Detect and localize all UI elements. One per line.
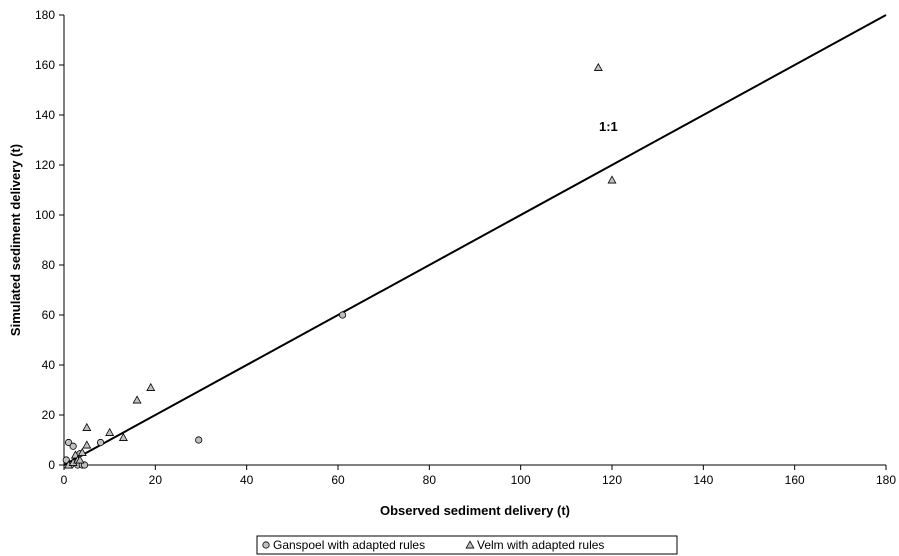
- y-tick-label: 80: [42, 258, 56, 272]
- x-tick-label: 160: [785, 473, 805, 487]
- y-tick-label: 140: [35, 108, 55, 122]
- data-point-triangle: [82, 440, 92, 449]
- data-marks: [62, 14, 887, 469]
- y-tick-label: 20: [42, 408, 56, 422]
- x-tick-label: 140: [693, 473, 713, 487]
- data-point-circle: [64, 438, 73, 447]
- legend-label: Ganspoel with adapted rules: [273, 538, 425, 552]
- x-tick-label: 180: [876, 473, 896, 487]
- x-tick-label: 60: [331, 473, 345, 487]
- data-point-triangle: [146, 382, 156, 391]
- data-point-circle: [62, 456, 70, 464]
- x-tick-label: 40: [240, 473, 254, 487]
- y-tick-label: 180: [35, 8, 55, 22]
- data-point-triangle: [77, 447, 87, 456]
- data-point-circle: [195, 436, 203, 444]
- x-tick-label: 20: [149, 473, 163, 487]
- legend-label: Velm with adapted rules: [477, 538, 604, 552]
- x-tick-label: 80: [423, 473, 437, 487]
- data-point-circle: [338, 311, 347, 319]
- y-tick-label: 0: [48, 458, 55, 472]
- x-axis-title: Observed sediment delivery (t): [380, 503, 570, 518]
- x-tick-label: 100: [511, 473, 531, 487]
- data-point-triangle: [75, 455, 85, 464]
- x-tick-label: 0: [61, 473, 68, 487]
- data-point-triangle: [82, 422, 92, 431]
- data-point-triangle: [607, 175, 617, 184]
- one-to-one-line: [63, 14, 887, 466]
- series-circle: [62, 311, 347, 469]
- y-tick-label: 100: [35, 208, 55, 222]
- x-tick-label: 120: [602, 473, 622, 487]
- data-point-triangle: [593, 62, 603, 71]
- axes: 0 20 40 60 80 100 120 140 160 180 0 20 40 60 80 100 120 1…: [35, 8, 896, 487]
- y-tick-label: 120: [35, 158, 55, 172]
- data-point-circle: [96, 438, 105, 447]
- data-point-triangle: [132, 395, 142, 404]
- legend-box: [256, 535, 678, 555]
- series-triangle: [64, 62, 617, 469]
- data-point-circle: [69, 442, 77, 450]
- data-point-triangle: [105, 427, 115, 436]
- y-tick-label: 40: [42, 358, 56, 372]
- legend: Ganspoel with adapted rules Velm with ada…: [256, 535, 678, 555]
- reference-line-label: 1:1: [599, 119, 618, 134]
- y-tick-label: 60: [42, 308, 56, 322]
- y-axis-title: Simulated sediment delivery (t): [8, 144, 23, 336]
- data-point-triangle: [118, 432, 128, 441]
- legend-marker-circle: [262, 541, 270, 549]
- y-tick-label: 160: [35, 58, 55, 72]
- legend-marker-triangle: [465, 540, 475, 549]
